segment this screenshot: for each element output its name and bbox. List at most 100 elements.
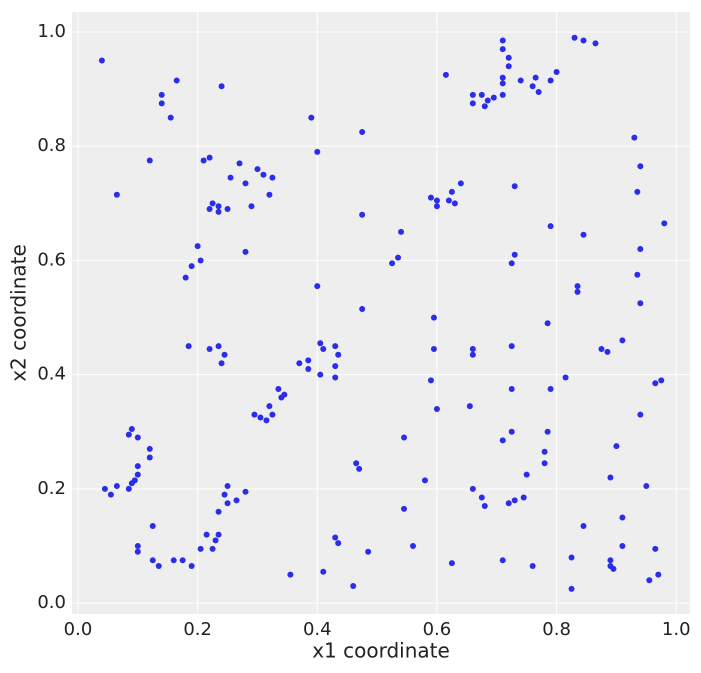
x-tick-label: 0.0 [64, 619, 93, 640]
points [98, 34, 668, 592]
point [395, 254, 402, 261]
point [430, 314, 437, 321]
point [203, 531, 210, 538]
y-tick-label: 0.8 [37, 135, 66, 156]
point [221, 351, 228, 358]
point [547, 385, 554, 392]
point [490, 94, 497, 101]
point [269, 411, 276, 418]
point [580, 231, 587, 238]
point [263, 417, 270, 424]
point [433, 197, 440, 204]
point [335, 540, 342, 547]
point [113, 191, 120, 198]
point [197, 257, 204, 264]
point [637, 246, 644, 253]
point [574, 283, 581, 290]
point [251, 411, 258, 418]
point [469, 351, 476, 358]
grid [72, 12, 690, 614]
point [215, 508, 222, 515]
point [188, 263, 195, 270]
plot-area [72, 12, 690, 614]
point [499, 46, 506, 53]
point [457, 180, 464, 187]
point [568, 585, 575, 592]
point [499, 74, 506, 81]
point [508, 260, 515, 267]
point [634, 271, 641, 278]
point [652, 380, 659, 387]
point [257, 414, 264, 421]
point [287, 571, 294, 578]
point [134, 543, 141, 550]
point [637, 300, 644, 307]
x-tick-label: 0.8 [542, 619, 571, 640]
point [254, 166, 261, 173]
point [359, 306, 366, 313]
point [224, 500, 231, 507]
point [389, 260, 396, 267]
point [281, 391, 288, 398]
point [541, 460, 548, 467]
point [484, 97, 491, 104]
point [529, 83, 536, 90]
x-axis-label: x1 coordinate [312, 639, 450, 663]
point [466, 403, 473, 410]
point [517, 77, 524, 84]
point [158, 100, 165, 107]
point [134, 434, 141, 441]
point [401, 434, 408, 441]
point [206, 206, 213, 213]
point [478, 494, 485, 501]
point [317, 371, 324, 378]
point [155, 563, 162, 570]
y-tick-label: 0.0 [37, 592, 66, 613]
point [167, 114, 174, 121]
point [317, 340, 324, 347]
point [134, 548, 141, 555]
point [212, 537, 219, 544]
point [359, 211, 366, 218]
point [469, 485, 476, 492]
point [209, 200, 216, 207]
point [182, 274, 189, 281]
point [469, 91, 476, 98]
x-tick-label: 0.4 [303, 619, 332, 640]
point [215, 531, 222, 538]
point [179, 557, 186, 564]
point [499, 557, 506, 564]
point [188, 563, 195, 570]
point [332, 374, 339, 381]
point [314, 148, 321, 155]
point [553, 68, 560, 75]
point [568, 554, 575, 561]
point [604, 348, 611, 355]
point [478, 91, 485, 98]
point [469, 345, 476, 352]
point [215, 343, 222, 350]
point [314, 283, 321, 290]
point [661, 220, 668, 227]
point [544, 320, 551, 327]
point [592, 40, 599, 47]
y-tick-label: 0.6 [37, 249, 66, 270]
point [158, 91, 165, 98]
point [433, 405, 440, 412]
point [221, 491, 228, 498]
point [520, 494, 527, 501]
point [655, 571, 662, 578]
point [535, 88, 542, 95]
point [260, 171, 267, 178]
point [149, 523, 156, 530]
point [427, 377, 434, 384]
point [170, 557, 177, 564]
point [125, 485, 132, 492]
point [580, 37, 587, 44]
point [332, 534, 339, 541]
point [607, 474, 614, 481]
point [215, 208, 222, 215]
point [607, 557, 614, 564]
point [242, 248, 249, 255]
